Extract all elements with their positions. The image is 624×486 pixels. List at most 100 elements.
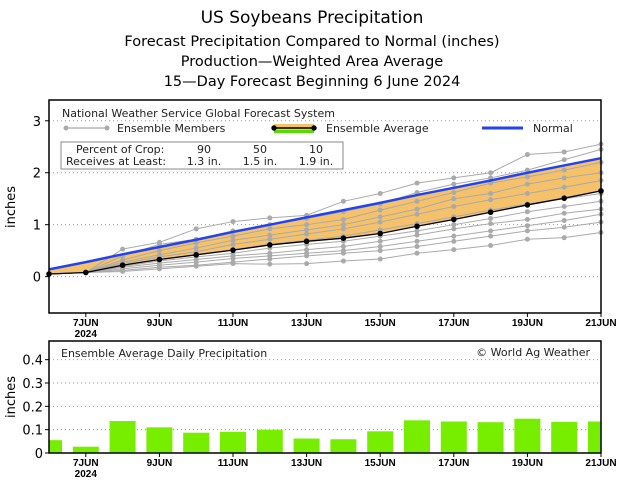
x-tick-sublabel: 2024 — [75, 329, 98, 340]
y-tick-label: 3 — [33, 115, 41, 130]
ensemble-member-point — [304, 247, 310, 253]
ensemble-member-point — [561, 167, 567, 173]
y-tick-label: 0.1 — [22, 424, 43, 439]
ensemble-member-point — [193, 263, 199, 269]
ensemble-member-point — [524, 191, 530, 197]
ensemble-member-line — [48, 172, 602, 275]
legend-average-dot — [271, 125, 277, 131]
precip-bar — [72, 446, 99, 453]
ensemble-member-point — [488, 191, 494, 197]
legend-band-swatch — [274, 124, 314, 130]
ensemble-member-point — [524, 174, 530, 180]
ensemble-average-point — [156, 256, 163, 263]
precip-bar — [477, 422, 504, 453]
ensemble-member-point — [524, 236, 530, 242]
chart-subtitle-2: Production—Weighted Area Average — [181, 54, 443, 70]
legend-members-label: Ensemble Members — [117, 122, 226, 135]
ensemble-member-point — [414, 244, 420, 250]
crop-amount: 1.9 in. — [299, 155, 334, 168]
x-tick-label: 13JUN — [291, 458, 322, 469]
ensemble-member-point — [451, 181, 457, 187]
ensemble-member-point — [524, 181, 530, 187]
ensemble-member-point — [230, 255, 236, 261]
precip-bar — [109, 421, 136, 453]
ensemble-member-point — [340, 222, 346, 228]
crop-row1-label: Percent of Crop: — [76, 143, 164, 156]
ensemble-member-point — [451, 233, 457, 239]
ensemble-member-point — [267, 256, 273, 262]
ensemble-member-point — [340, 226, 346, 232]
chart-subtitle-1: Forecast Precipitation Compared to Norma… — [124, 34, 499, 50]
ensemble-member-line — [48, 143, 602, 275]
ensemble-member-point — [193, 245, 199, 251]
ensemble-member-point — [267, 232, 273, 238]
y-tick-label: 0.4 — [22, 354, 43, 369]
precip-bar — [220, 431, 246, 453]
ensemble-member-point — [267, 236, 273, 242]
ensemble-member-point — [267, 261, 273, 267]
x-tick-label: 11JUN — [218, 458, 249, 469]
ensemble-member-point — [193, 240, 199, 246]
top-y-label: inches — [4, 186, 19, 228]
ensemble-member-point — [377, 248, 383, 254]
ensemble-member-point — [377, 191, 383, 197]
ensemble-member-point — [488, 221, 494, 227]
crop-percent: 90 — [197, 143, 211, 156]
ensemble-member-point — [304, 222, 310, 228]
x-tick-label: 15JUN — [365, 458, 396, 469]
ensemble-member-point — [414, 198, 420, 204]
source-label: National Weather Service Global Forecast… — [62, 107, 335, 120]
ensemble-member-point — [377, 207, 383, 213]
bottom-y-label: inches — [4, 376, 19, 418]
ensemble-member-point — [230, 233, 236, 239]
ensemble-member-point — [414, 206, 420, 212]
x-tick-label: 15JUN — [365, 318, 396, 329]
ensemble-member-point — [230, 237, 236, 243]
ensemble-member-point — [488, 170, 494, 176]
legend-average-label: Ensemble Average — [326, 122, 429, 135]
x-tick-label: 7JUN — [73, 318, 99, 329]
y-tick-label: 0.2 — [22, 400, 43, 415]
ensemble-member-point — [414, 211, 420, 217]
x-tick-label: 17JUN — [438, 458, 469, 469]
ensemble-member-point — [561, 149, 567, 155]
ensemble-average-line — [48, 190, 602, 275]
ensemble-member-point — [451, 238, 457, 244]
chart-subtitle-3: 15—Day Forecast Beginning 6 June 2024 — [164, 74, 461, 90]
ensemble-member-point — [340, 198, 346, 204]
ensemble-average-point — [524, 202, 531, 208]
ensemble-member-point — [377, 219, 383, 225]
precip-bar — [49, 440, 62, 453]
precip-bar — [293, 438, 320, 453]
ensemble-member-point — [377, 244, 383, 250]
x-tick-label: 13JUN — [291, 318, 322, 329]
ensemble-member-point — [304, 231, 310, 237]
ensemble-average-point — [119, 262, 126, 269]
ensemble-member-point — [414, 238, 420, 244]
ensemble-member-point — [120, 268, 126, 274]
ensemble-member-point — [488, 215, 494, 221]
ensemble-member-point — [230, 219, 236, 225]
ensemble-member-line — [48, 200, 602, 275]
ensemble-member-point — [377, 238, 383, 244]
ensemble-member-point — [561, 157, 567, 163]
ensemble-member-point — [414, 250, 420, 256]
ensemble-member-line — [48, 213, 602, 275]
ensemble-member-point — [451, 175, 457, 181]
y-tick-label: 0 — [33, 271, 41, 286]
chart-title: US Soybeans Precipitation — [201, 8, 424, 28]
ensemble-member-point — [524, 209, 530, 215]
x-tick-label: 9JUN — [147, 318, 173, 329]
ensemble-member-point — [340, 258, 346, 264]
ensemble-member-point — [561, 175, 567, 181]
ensemble-member-point — [561, 235, 567, 241]
precip-bar — [330, 439, 357, 453]
ensemble-member-point — [451, 204, 457, 209]
ensemble-member-point — [267, 215, 273, 221]
x-tick-label: 11JUN — [218, 318, 249, 329]
legend-average-dot — [311, 125, 317, 131]
ensemble-member-point — [156, 266, 162, 272]
x-tick-label: 9JUN — [147, 458, 173, 469]
precip-bar — [588, 421, 601, 453]
